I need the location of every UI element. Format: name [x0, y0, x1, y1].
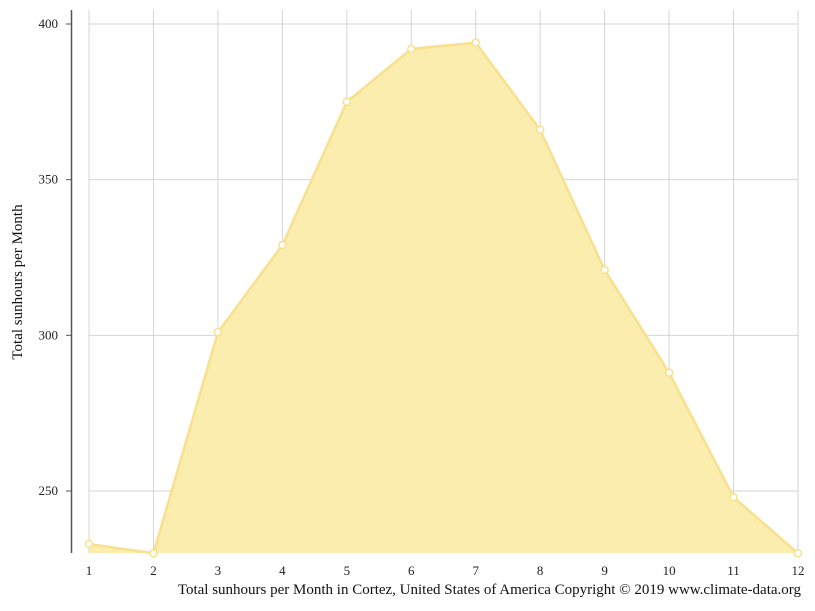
- data-point-11: [729, 492, 738, 502]
- series-line: [88, 41, 799, 555]
- data-point-6: [407, 44, 416, 54]
- y-tick-label-350: 350: [39, 172, 59, 187]
- area-fill: [89, 42, 798, 554]
- y-axis-title: Total sunhours per Month: [10, 204, 26, 360]
- y-axis: 250 300 350 400: [39, 10, 73, 553]
- x-tick-label-2: 2: [150, 563, 157, 578]
- data-point-5: [342, 97, 352, 107]
- data-point-8: [535, 125, 545, 135]
- data-point-10: [664, 368, 674, 377]
- x-axis: 1 2 3 4 5 6 7 8 9 10 11 12: [86, 563, 805, 578]
- x-tick-label-11: 11: [727, 563, 740, 578]
- x-tick-label-7: 7: [472, 563, 479, 578]
- data-point-3: [213, 327, 223, 337]
- x-tick-label-5: 5: [344, 563, 351, 578]
- x-tick-label-10: 10: [663, 563, 676, 578]
- series-area: [84, 38, 803, 558]
- x-tick-label-8: 8: [537, 563, 544, 578]
- y-tick-label-400: 400: [39, 16, 59, 31]
- data-point-2: [149, 549, 158, 558]
- data-point-9: [600, 265, 609, 275]
- x-tick-label-3: 3: [215, 563, 222, 578]
- x-tick-label-9: 9: [601, 563, 608, 578]
- y-tick-label-250: 250: [39, 483, 59, 498]
- x-tick-label-12: 12: [792, 563, 805, 578]
- data-point-1: [84, 539, 94, 549]
- data-point-4: [278, 240, 287, 250]
- x-tick-label-4: 4: [279, 563, 286, 578]
- y-tick-label-300: 300: [39, 327, 59, 342]
- x-tick-label-1: 1: [86, 563, 93, 578]
- data-point-7: [471, 38, 480, 47]
- data-point-12: [793, 549, 803, 558]
- x-tick-label-6: 6: [408, 563, 415, 578]
- chart-caption: Total sunhours per Month in Cortez, Unit…: [177, 582, 801, 598]
